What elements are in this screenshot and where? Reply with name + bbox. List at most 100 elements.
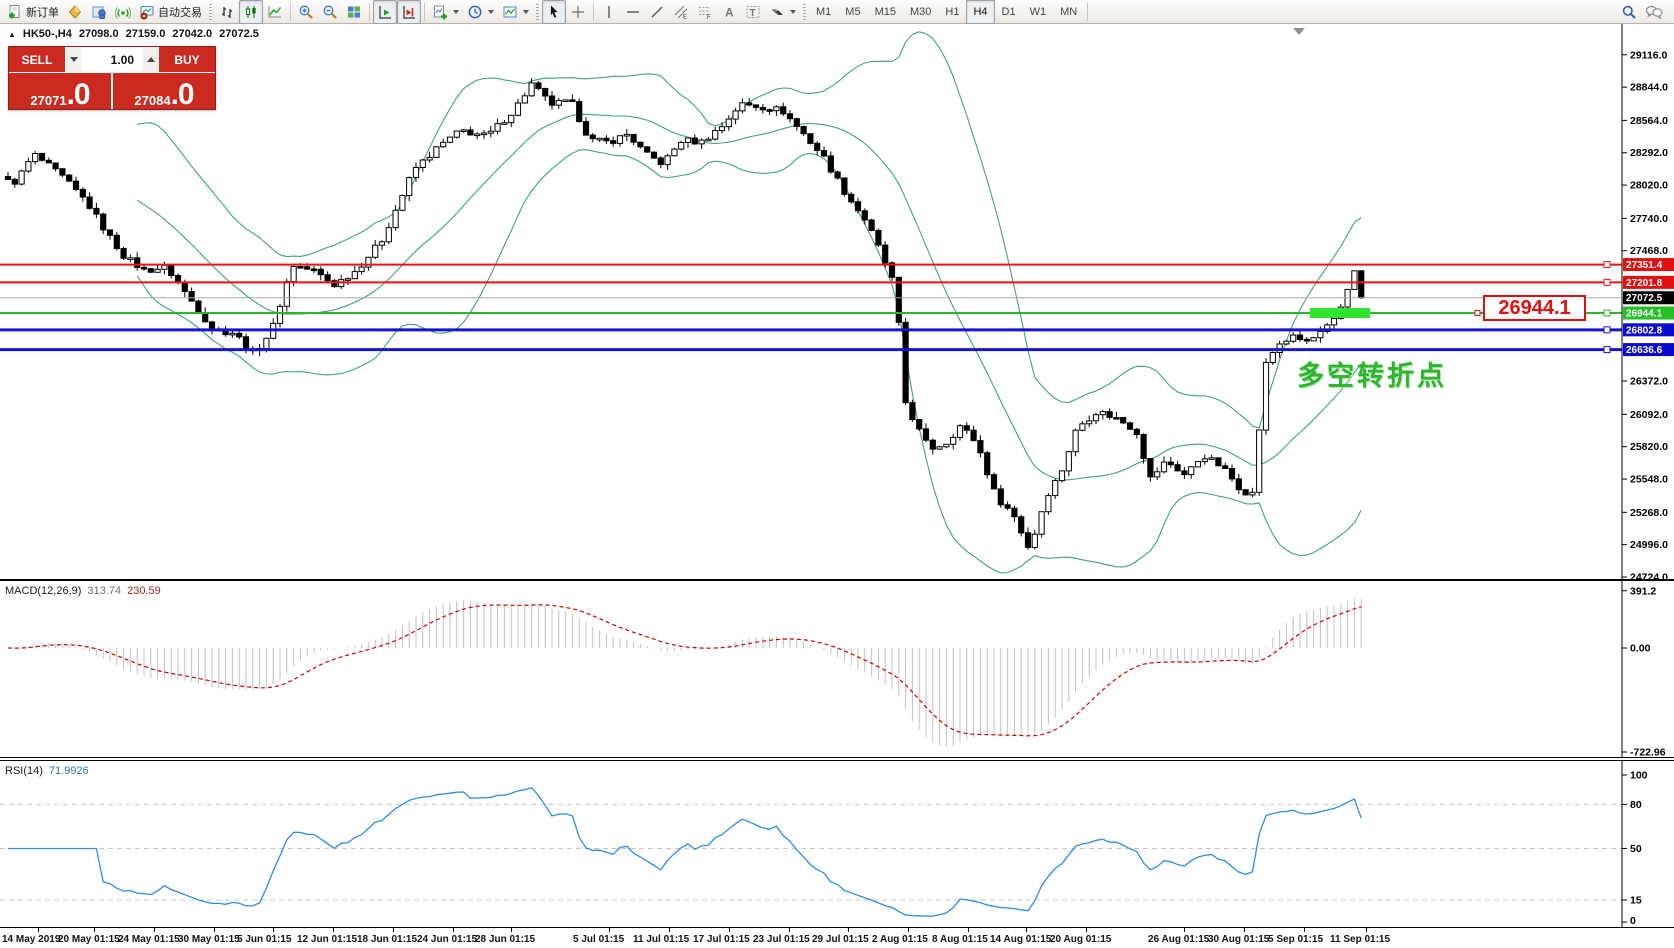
tile-windows-button[interactable] [342, 0, 366, 24]
signals-button[interactable] [111, 0, 135, 24]
macd-name: MACD(12,26,9) [5, 585, 82, 597]
chat-icon[interactable] [1645, 4, 1663, 20]
tab-timeframe-m15[interactable]: M15 [874, 5, 896, 18]
vertical-line-icon [601, 4, 617, 20]
text-icon: A [721, 4, 737, 20]
turning-point-note[interactable]: 多空转折点 [1297, 361, 1447, 391]
time-axis-label: 20 Aug 01:15 [1050, 934, 1112, 945]
time-axis[interactable]: 14 May 2019 20 May 01:15 24 May 01:15 30 Ma… [0, 928, 1674, 948]
dropdown-caret-icon [790, 9, 796, 14]
svg-text:15: 15 [1630, 894, 1642, 906]
time-axis-tick [908, 928, 909, 932]
time-axis-label: 11 Jul 01:15 [633, 934, 690, 945]
ask-price-pips: .0 [170, 78, 195, 111]
autotrading-button[interactable]: 自动交易 [135, 0, 206, 24]
toolbar-drag-handle[interactable] [209, 3, 212, 20]
svg-text:100: 100 [1630, 770, 1648, 782]
volume-input[interactable]: 1.00 [82, 47, 142, 72]
bar-chart-button[interactable] [215, 0, 239, 24]
dropdown-caret-icon [523, 9, 529, 14]
zoom-in-button[interactable] [294, 0, 318, 24]
ohlc-low: 27042.0 [172, 28, 213, 40]
price-callout-box[interactable]: 26944.1 [1483, 295, 1586, 321]
toolbar-separator [593, 2, 594, 21]
svg-text:24996.0: 24996.0 [1630, 539, 1668, 551]
tab-timeframe-m5[interactable]: M5 [845, 5, 861, 18]
time-axis-label: 23 Jul 01:15 [753, 934, 810, 945]
svg-text:-722.96: -722.96 [1630, 747, 1666, 759]
sell-button[interactable]: SELL [9, 47, 65, 72]
toolbar-drag-handle[interactable] [536, 3, 539, 20]
search-icon[interactable] [1621, 4, 1637, 20]
tab-timeframe-d1[interactable]: D1 [1001, 5, 1016, 18]
time-axis-tick [214, 928, 215, 932]
rsi-value: 71.9926 [48, 765, 89, 777]
template-icon [502, 4, 518, 20]
ask-price-main: 27084 [134, 93, 171, 108]
rsi-name: RSI(14) [5, 765, 43, 777]
tab-timeframe-h4[interactable]: H4 [966, 0, 995, 24]
arrows-tool-button[interactable] [765, 0, 800, 24]
candlestick-chart-icon [243, 4, 259, 20]
svg-text:26802.8: 26802.8 [1626, 325, 1663, 336]
trendline-tool-button[interactable] [645, 0, 669, 24]
one-click-trading-panel: SELL 1.00 BUY 27071 .0 27084 .0 [8, 46, 216, 110]
ask-price[interactable]: 27084 .0 [113, 73, 215, 111]
time-axis-label: 18 Jun 01:15 [357, 934, 418, 945]
tab-timeframe-m30[interactable]: M30 [909, 5, 932, 18]
time-axis-label: 12 Jun 01:15 [297, 934, 358, 945]
buy-button[interactable]: BUY [159, 47, 215, 72]
crosshair-tool-button[interactable] [566, 0, 590, 24]
tab-timeframe-m1[interactable]: M1 [816, 5, 832, 18]
bar-chart-icon [219, 4, 235, 20]
time-axis-tick [1086, 928, 1087, 932]
cursor-tool-button[interactable] [542, 0, 566, 24]
volume-increase-button[interactable] [142, 47, 159, 72]
volume-decrease-button[interactable] [65, 47, 82, 72]
zoom-out-button[interactable] [318, 0, 342, 24]
time-axis-label: 11 Sep 01:15 [1330, 934, 1391, 945]
time-axis-label: 8 Aug 01:15 [932, 934, 988, 945]
time-axis-label: 14 Aug 01:15 [990, 934, 1052, 945]
tile-windows-icon [346, 4, 362, 20]
tab-timeframe-w1[interactable]: W1 [1029, 5, 1047, 18]
clock-icon [467, 4, 483, 20]
tab-timeframe-mn[interactable]: MN [1060, 5, 1078, 18]
price-chart-pane[interactable]: 29116.0 28844.0 28564.0 28292.0 28020.0 27740… [0, 24, 1674, 580]
time-axis-tick [968, 928, 969, 932]
bid-price[interactable]: 27071 .0 [9, 73, 113, 110]
svg-text:27351.4: 27351.4 [1626, 260, 1663, 271]
auto-scroll-button[interactable] [373, 0, 397, 24]
indicators-button[interactable] [428, 0, 463, 24]
periods-button[interactable] [463, 0, 498, 24]
svg-text:27740.0: 27740.0 [1630, 213, 1668, 225]
time-axis-label: 28 Jun 01:15 [475, 934, 536, 945]
text-tool-button[interactable]: A [717, 0, 741, 24]
candlestick-chart-button[interactable] [239, 0, 263, 24]
svg-text:27201.8: 27201.8 [1626, 278, 1663, 289]
svg-text:A: A [725, 5, 734, 19]
chart-shift-button[interactable] [397, 0, 421, 24]
templates-button[interactable] [498, 0, 533, 24]
macd-indicator-pane[interactable]: 391.2 0.00 -722.96 [0, 580, 1674, 758]
toolbar-separator [290, 2, 291, 21]
text-label-tool-button[interactable]: T [741, 0, 765, 24]
svg-text:80: 80 [1630, 799, 1642, 811]
line-chart-button[interactable] [263, 0, 287, 24]
tab-timeframe-h1[interactable]: H1 [945, 5, 960, 18]
ohlc-close: 27072.5 [219, 28, 259, 40]
horizontal-line-tool-button[interactable] [621, 0, 645, 24]
profiles-button[interactable] [87, 0, 111, 24]
time-axis-tick [154, 928, 155, 932]
fibonacci-tool-button[interactable]: F [693, 0, 717, 24]
svg-text:391.2: 391.2 [1630, 585, 1656, 597]
toolbar-drag-handle[interactable] [803, 3, 806, 20]
svg-text:E: E [683, 14, 687, 20]
channel-tool-button[interactable]: E [669, 0, 693, 24]
svg-text:28564.0: 28564.0 [1630, 115, 1668, 127]
bid-price-main: 27071 [30, 93, 67, 108]
rsi-indicator-pane[interactable]: 100 80 50 15 0 [0, 760, 1674, 928]
vertical-line-tool-button[interactable] [597, 0, 621, 24]
new-order-button[interactable]: 新订单 [3, 0, 63, 24]
styler-button[interactable] [63, 0, 87, 24]
